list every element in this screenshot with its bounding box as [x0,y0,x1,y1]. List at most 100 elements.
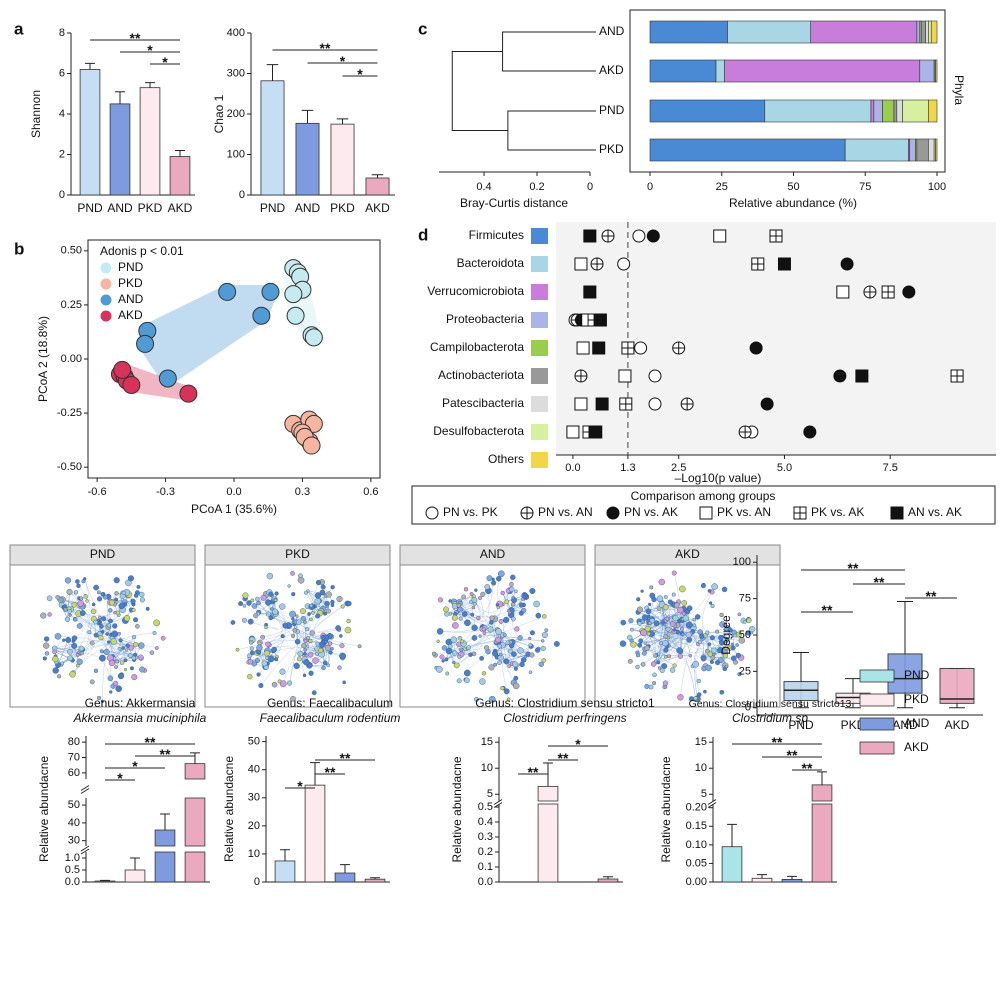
error-bar [340,864,350,874]
network-node [106,640,111,644]
category-label: Proteobacteria [446,312,524,326]
network-node [663,647,669,653]
network-node [540,639,545,643]
network-node [115,685,122,692]
chart-title: Genus: Faecalibaculum [267,696,393,710]
error-bar [757,874,767,879]
network-node [486,575,493,582]
y-tick-label: 15 [695,736,707,748]
network-node [529,630,535,636]
network-edge [57,639,69,666]
network-node [271,681,278,688]
network-node [83,594,89,599]
network-node [709,659,714,664]
error-bar [371,174,384,178]
network-node [71,601,78,608]
network-node [100,699,105,703]
network-node [478,634,482,638]
point [122,375,141,394]
network-node [260,634,266,640]
bar [184,797,206,847]
network-node [692,623,697,627]
network-node [511,616,516,622]
network-node [67,609,72,614]
network-node [315,652,320,656]
point [855,369,869,383]
network-edge [468,612,510,648]
bar [721,846,743,883]
network-node [230,620,236,625]
network-node [270,607,274,611]
network-node [476,615,481,621]
network-node [730,642,735,646]
network-node [330,599,335,605]
network-node [100,592,106,597]
network-node [261,660,268,667]
network-node [131,655,137,661]
network-node [637,642,643,648]
network-node [503,688,510,695]
network-node [509,586,515,592]
y-tick-label: 30 [248,792,260,804]
chart-title: Genus: Clostridium sensu stricto1 [475,696,655,710]
network-node [304,626,310,632]
network-node [99,654,106,662]
network-node [110,638,117,645]
network-node [542,614,547,619]
network-node [659,667,665,673]
network-node [506,697,511,702]
network-edge [665,642,726,651]
network-node [644,645,650,651]
network-node [130,598,136,604]
bar [274,860,296,883]
network-node [513,682,520,690]
axis-break [80,785,90,794]
network-node [738,637,746,644]
panel-header [9,544,196,566]
network-node [627,634,633,641]
network-node [93,584,99,591]
network-node [746,617,752,624]
network-node [79,596,84,601]
network-node [250,598,255,603]
legend-marker [99,261,113,275]
network-node [342,680,347,685]
network-node [121,590,126,596]
network-edge [296,648,343,666]
y-axis-label: Relative abundacne [37,756,51,862]
network-node [117,672,125,680]
network-node [258,682,264,689]
network-edge [317,627,340,633]
y-axis-label: Relative abundacne [222,756,236,862]
network-node [457,654,462,659]
network-node [247,653,252,659]
y-tick-label: 70 [68,751,80,763]
legend-marker [793,506,807,520]
category-swatch [531,228,548,244]
network-node [640,629,648,637]
network-node [326,663,331,668]
x-tick-label: 25 [716,181,728,193]
network-node [672,615,679,622]
network-node [735,631,742,638]
network-node [311,690,317,696]
point [648,369,662,383]
network-node [647,614,651,619]
network-node [523,655,527,659]
network-node [133,617,139,623]
point [672,341,686,355]
network-node [656,595,664,602]
legend-swatch [859,693,895,707]
category-swatch [531,424,548,440]
point [950,369,964,383]
network-node [471,597,478,603]
y-tick-label: 0.00 [61,353,82,365]
network-node [290,571,295,576]
y-tick-label: 8 [59,27,65,39]
error-bar [130,857,140,870]
bar [781,879,803,883]
y-tick-label: 30 [68,835,80,847]
point [646,229,660,243]
x-tick-label: 0.0 [565,462,580,474]
network-node [81,579,86,584]
